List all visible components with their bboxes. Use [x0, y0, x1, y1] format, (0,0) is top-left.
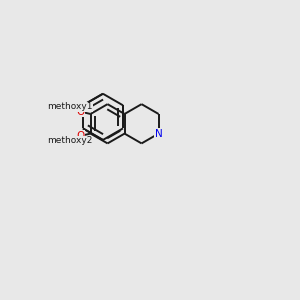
Text: O: O [76, 131, 84, 141]
Text: O: O [76, 106, 84, 117]
Text: N: N [155, 129, 162, 139]
Text: methoxy2: methoxy2 [47, 136, 92, 145]
Text: methoxy1: methoxy1 [47, 102, 92, 111]
